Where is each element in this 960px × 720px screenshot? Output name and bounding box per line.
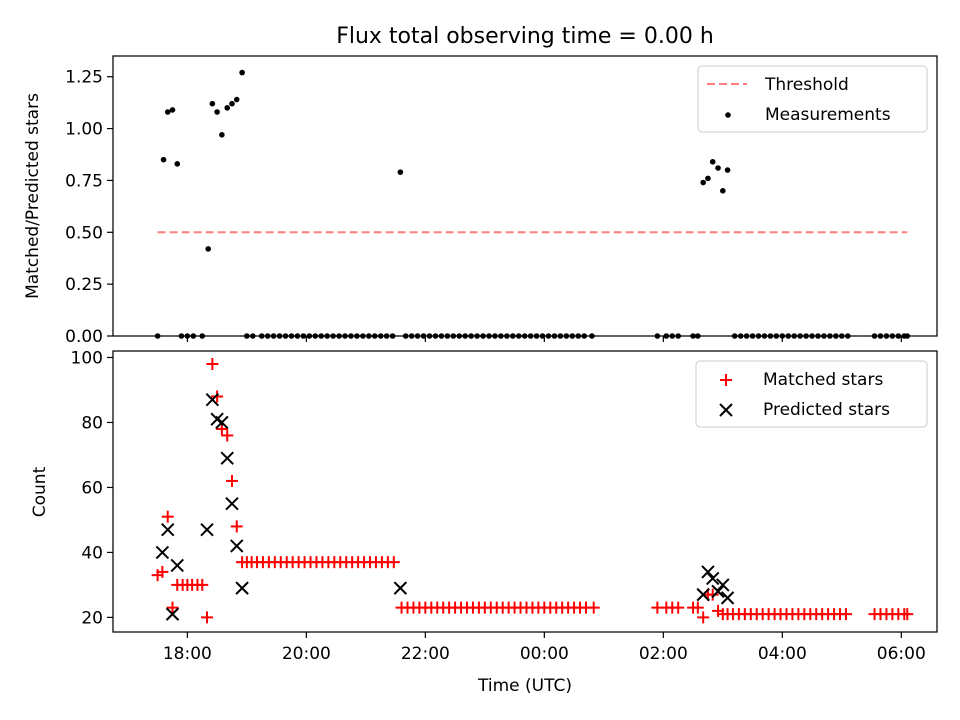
predicted-stars-legend-swatch [719, 403, 733, 417]
measurement-point [224, 105, 231, 111]
top-panel-legend: Threshold Measurements [697, 65, 928, 133]
x-tick-label: 02:00 [639, 644, 688, 664]
predicted-stars-point [716, 578, 730, 592]
predicted-stars-point [170, 558, 184, 573]
y-tick-label: 60 [81, 478, 103, 498]
bottom-panel: 20 40 60 80 100 18:00 20:00 22:00 00:00 02:00 04:… [30, 348, 938, 696]
matched-stars-point [166, 601, 179, 614]
matched-stars-point [161, 510, 174, 523]
top-panel-y-label: Matched/Predicted stars [23, 93, 43, 299]
x-tick-label: 06:00 [877, 644, 926, 664]
measurements-legend-swatch [725, 112, 731, 118]
matched-stars-point [697, 611, 710, 624]
predicted-stars-point [200, 522, 214, 537]
predicted-stars-point [235, 581, 249, 595]
predicted-stars-point [705, 571, 720, 586]
top-panel: 0.00 0.25 0.50 0.75 1.00 1.25 Matched/Predict… [23, 55, 938, 347]
top-panel-x-ticks [186, 336, 902, 342]
x-axis-label: Time (UTC) [477, 676, 572, 696]
matched-stars-point [901, 608, 914, 621]
predicted-stars-point [220, 451, 234, 465]
predicted-stars-point [165, 607, 180, 621]
matched-stars-point [156, 565, 169, 578]
y-tick-label: 80 [81, 413, 103, 433]
predicted-stars-point [225, 496, 239, 511]
measurement-point [160, 156, 167, 163]
predicted-stars-point [701, 565, 715, 579]
measurement-point [700, 179, 706, 186]
matched-stars-point [706, 588, 719, 601]
measurement-point [705, 175, 711, 182]
measurement-point [214, 109, 220, 115]
measurement-point [169, 107, 176, 113]
measurement-point [219, 132, 225, 138]
y-tick-label: 1.25 [65, 68, 103, 88]
y-tick-label: 0.25 [65, 275, 103, 295]
matched-stars-point [230, 520, 243, 533]
predicted-stars-point [155, 545, 170, 560]
bottom-panel-frame [112, 350, 938, 633]
y-tick-label: 1.00 [65, 120, 103, 140]
predicted-stars-point [711, 584, 725, 599]
matched-stars-point [839, 608, 852, 621]
y-tick-label: 0.50 [65, 223, 103, 243]
top-panel-frame [112, 55, 938, 337]
measurement-point [205, 246, 211, 252]
x-tick-label: 20:00 [282, 644, 331, 664]
matched-stars-point [587, 601, 600, 614]
x-tick-label: 18:00 [163, 644, 212, 664]
y-tick-label: 100 [71, 348, 103, 368]
x-tick-label: 00:00 [520, 644, 569, 664]
top-legend-frame [697, 65, 928, 133]
predicted-stars-legend-label: Predicted stars [763, 400, 890, 420]
matched-stars-legend-swatch [720, 374, 732, 386]
predicted-stars-point [215, 415, 229, 430]
measurement-point [229, 100, 235, 107]
threshold-legend-label: Threshold [764, 75, 849, 95]
x-tick-label: 22:00 [401, 644, 450, 664]
matched-stars-point [225, 474, 238, 487]
measurement-point [164, 109, 171, 115]
measurement-point [724, 167, 731, 173]
bottom-panel-y-label: Count [30, 466, 50, 517]
measurement-point [397, 169, 404, 175]
y-tick-label: 0.75 [65, 171, 103, 191]
x-tick-label: 04:00 [758, 644, 807, 664]
matched-stars-legend-label: Matched stars [763, 370, 883, 390]
y-tick-label: 0.00 [65, 327, 103, 347]
top-panel-y-ticks: 0.00 0.25 0.50 0.75 1.00 1.25 [65, 68, 113, 347]
y-tick-label: 40 [81, 543, 103, 563]
predicted-stars-point [205, 393, 220, 407]
matched-stars-point [387, 556, 400, 569]
bottom-legend-frame [695, 360, 928, 428]
predicted-stars-point [230, 539, 244, 553]
measurement-point [209, 100, 216, 107]
y-tick-label: 20 [81, 608, 103, 628]
measurement-point [233, 96, 240, 103]
measurement-point [239, 69, 245, 76]
bottom-panel-legend: Matched stars Predicted stars [695, 360, 928, 428]
bottom-panel-marks [151, 357, 914, 624]
predicted-stars-point [696, 587, 710, 602]
measurement-point [720, 188, 726, 194]
matched-stars-point [221, 429, 234, 442]
matched-stars-point [691, 601, 704, 614]
bottom-panel-y-ticks: 20 40 60 80 100 [71, 348, 113, 628]
predicted-stars-point [720, 591, 735, 605]
matched-stars-point [211, 390, 224, 403]
measurement-point [715, 165, 721, 171]
measurement-point [709, 158, 716, 165]
measurement-point [174, 161, 181, 167]
predicted-stars-point [393, 581, 408, 595]
predicted-stars-point [161, 522, 175, 537]
chart-title: Flux total observing time = 0.00 h [336, 24, 714, 49]
bottom-panel-x-ticks: 18:00 20:00 22:00 00:00 02:00 04:00 06:00 [163, 632, 926, 664]
matched-stars-point [201, 611, 214, 624]
matched-stars-point [206, 357, 219, 370]
matched-stars-point [196, 578, 209, 591]
measurements-legend-label: Measurements [765, 105, 891, 125]
matched-stars-point [672, 601, 685, 614]
